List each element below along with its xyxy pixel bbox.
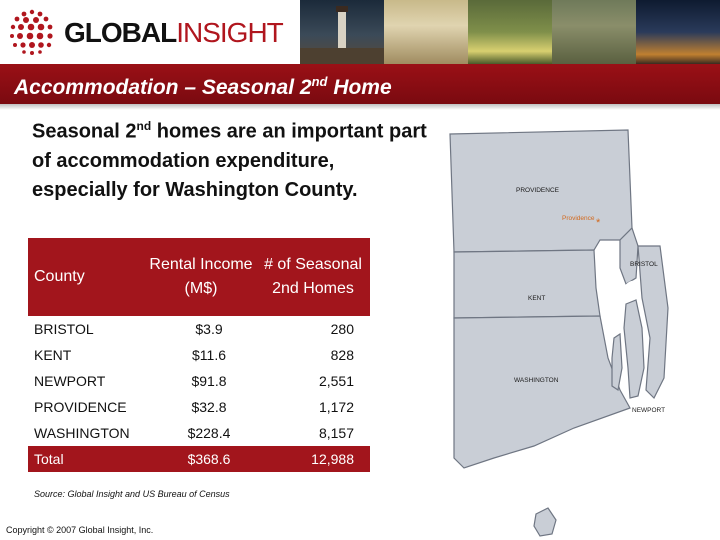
homes-cell: 2,551 [318, 373, 354, 389]
total-label: Total [34, 451, 64, 467]
homes-cell: 828 [330, 347, 354, 363]
brand-wordmark: GLOBALINSIGHT [64, 17, 284, 48]
map-region-block-island [533, 507, 557, 537]
ballroom-photo [384, 0, 468, 64]
homes-cell: 1,172 [318, 399, 354, 415]
income-cell: $3.9 [195, 321, 223, 337]
map-region-conanicut [611, 332, 623, 392]
map-region-bristol [619, 226, 639, 285]
county-cell: WASHINGTON [34, 425, 130, 441]
map-label-providence-city: Providence [562, 215, 595, 222]
map-region-newport-east [637, 245, 669, 400]
copyright-note: Copyright © 2007 Global Insight, Inc. [6, 525, 154, 535]
table-row: PROVIDENCE $32.8 1,172 [28, 394, 370, 420]
homes-cell: 280 [330, 321, 354, 337]
map-label-newport: NEWPORT [632, 407, 665, 414]
intro-text: Seasonal 2nd homes are an important part… [32, 119, 427, 201]
header-seasonal-homes: # of Seasonal 2nd Homes [264, 256, 362, 297]
map-region-kent [453, 249, 601, 319]
income-cell: $228.4 [187, 425, 231, 441]
total-homes: 12,988 [311, 451, 354, 467]
park-photo [468, 0, 552, 64]
source-note: Source: Global Insight and US Bureau of … [34, 489, 230, 499]
map-label-washington: WASHINGTON [514, 377, 559, 384]
income-cell: $91.8 [191, 373, 227, 389]
header-rental-income: Rental Income (M$) [149, 256, 253, 297]
seasonal-homes-table: County Rental Income (M$) # of Seasonal … [28, 238, 370, 472]
table-row: WASHINGTON $228.4 8,157 [28, 420, 370, 446]
title-bar: Accommodation – Seasonal 2nd Home [0, 64, 720, 110]
income-cell: $11.6 [192, 347, 226, 363]
rhode-island-county-map: PROVIDENCE Providence BRISTOL KENT WASHI… [449, 129, 669, 537]
providence-star-icon: * [596, 217, 601, 229]
header-county: County [34, 268, 85, 285]
county-cell: NEWPORT [34, 373, 106, 389]
brand-logo: GLOBALINSIGHT [0, 0, 300, 64]
globe-dots-icon [10, 9, 53, 55]
income-cell: $32.8 [191, 399, 227, 415]
tree-photo [552, 0, 636, 64]
brand-name-part1: GLOBAL [64, 17, 177, 48]
table-row: BRISTOL $3.9 280 [28, 316, 370, 342]
map-label-providence-county: PROVIDENCE [516, 187, 560, 194]
header-photo-strip [300, 0, 720, 64]
city-night-photo [636, 0, 720, 64]
map-region-aquidneck [623, 299, 645, 399]
map-label-bristol: BRISTOL [630, 261, 658, 268]
homes-cell: 8,157 [318, 425, 354, 441]
brand-name-part2: INSIGHT [176, 17, 284, 48]
county-cell: PROVIDENCE [34, 399, 127, 415]
county-cell: KENT [34, 347, 72, 363]
county-cell: BRISTOL [34, 321, 94, 337]
table-total-row: Total $368.6 12,988 [28, 446, 370, 472]
table-row: KENT $11.6 828 [28, 342, 370, 368]
page-title: Accommodation – Seasonal 2nd Home [14, 74, 392, 99]
map-label-kent: KENT [528, 295, 545, 302]
total-income: $368.6 [187, 451, 231, 467]
map-region-washington [453, 315, 631, 469]
table-row: NEWPORT $91.8 2,551 [28, 368, 370, 394]
table-header-row: County Rental Income (M$) # of Seasonal … [28, 238, 370, 316]
lighthouse-photo [300, 0, 384, 64]
